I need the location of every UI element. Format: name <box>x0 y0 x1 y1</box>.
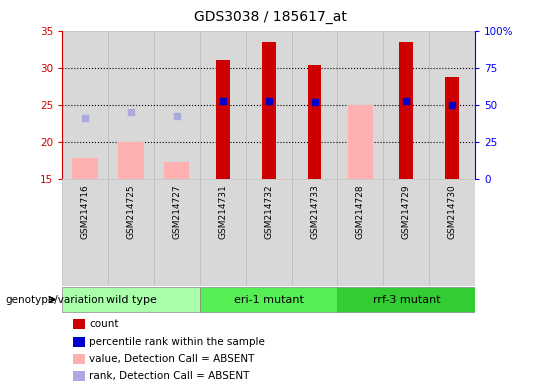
Bar <box>348 104 373 179</box>
Text: GSM214732: GSM214732 <box>264 184 273 238</box>
Text: GSM214729: GSM214729 <box>402 184 411 238</box>
Text: GDS3038 / 185617_at: GDS3038 / 185617_at <box>193 10 347 23</box>
Bar <box>154 31 200 179</box>
Bar <box>72 158 98 179</box>
Bar <box>62 179 108 286</box>
Bar <box>383 179 429 286</box>
Bar <box>292 31 338 179</box>
Bar <box>383 31 429 179</box>
Text: count: count <box>89 319 119 329</box>
Text: rank, Detection Call = ABSENT: rank, Detection Call = ABSENT <box>89 371 249 381</box>
Bar <box>338 179 383 286</box>
Text: GSM214731: GSM214731 <box>218 184 227 239</box>
Bar <box>62 31 108 179</box>
Bar <box>338 286 475 313</box>
Text: GSM214733: GSM214733 <box>310 184 319 239</box>
Text: GSM214730: GSM214730 <box>448 184 457 239</box>
Bar <box>216 60 229 179</box>
Bar <box>200 31 246 179</box>
Text: value, Detection Call = ABSENT: value, Detection Call = ABSENT <box>89 354 254 364</box>
Bar <box>62 286 200 313</box>
Text: genotype/variation: genotype/variation <box>5 295 105 305</box>
Bar <box>246 31 292 179</box>
Bar <box>262 42 275 179</box>
Bar <box>200 286 338 313</box>
Bar <box>338 31 383 179</box>
Bar <box>308 65 321 179</box>
Bar <box>73 337 85 347</box>
Bar <box>446 77 459 179</box>
Text: GSM214725: GSM214725 <box>126 184 136 238</box>
Bar <box>73 354 85 364</box>
Text: percentile rank within the sample: percentile rank within the sample <box>89 337 265 347</box>
Text: wild type: wild type <box>105 295 157 305</box>
Bar <box>108 179 154 286</box>
Bar <box>400 42 413 179</box>
Bar <box>73 371 85 381</box>
Text: rrf-3 mutant: rrf-3 mutant <box>373 295 440 305</box>
Bar <box>246 179 292 286</box>
Text: eri-1 mutant: eri-1 mutant <box>234 295 303 305</box>
Bar <box>429 31 475 179</box>
Bar <box>108 31 154 179</box>
Text: GSM214716: GSM214716 <box>80 184 90 239</box>
Bar <box>118 142 144 179</box>
Text: GSM214728: GSM214728 <box>356 184 365 238</box>
Bar <box>154 179 200 286</box>
Bar <box>429 179 475 286</box>
Text: GSM214727: GSM214727 <box>172 184 181 238</box>
Bar <box>200 179 246 286</box>
Bar <box>164 162 190 179</box>
Bar <box>292 179 338 286</box>
Bar <box>73 319 85 329</box>
